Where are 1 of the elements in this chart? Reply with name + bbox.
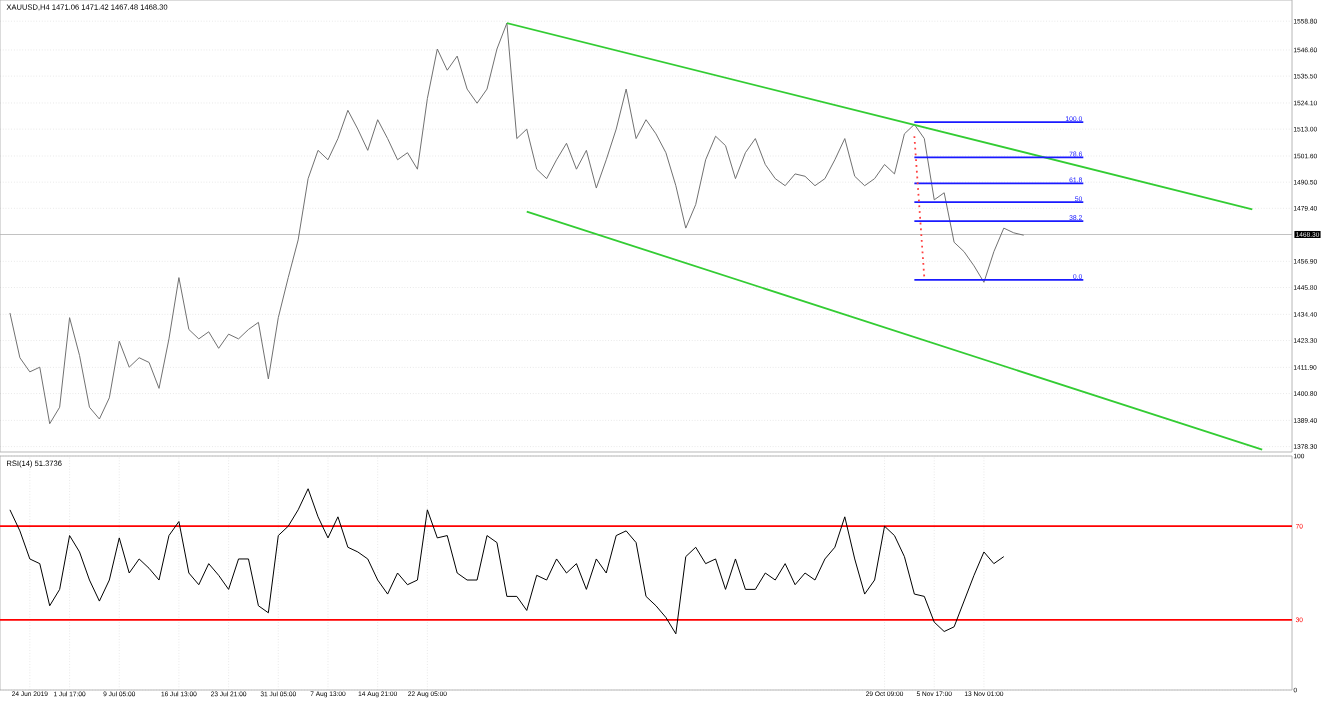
line-series [9,22,1025,425]
